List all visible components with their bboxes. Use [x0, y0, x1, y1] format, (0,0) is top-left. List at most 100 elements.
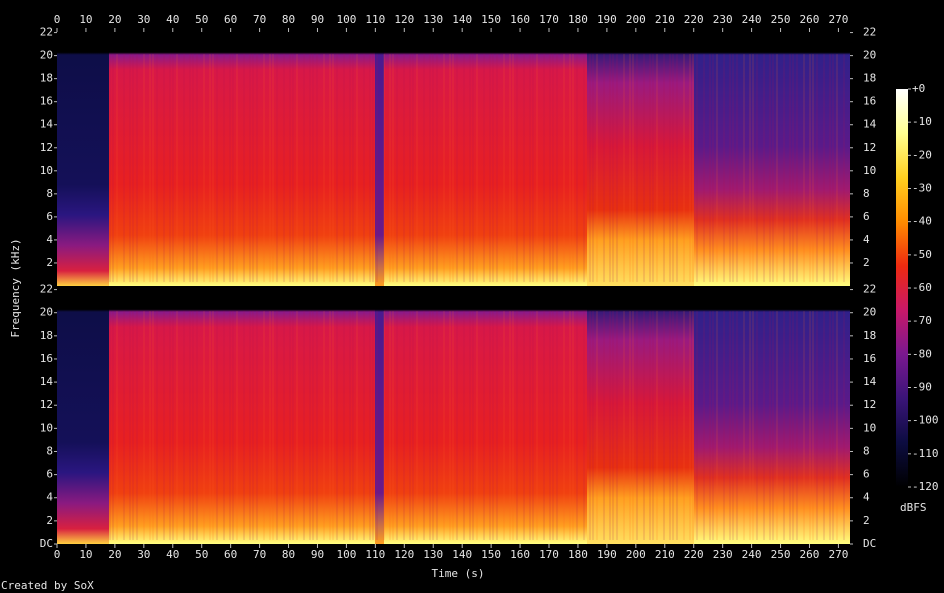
- y-tick-label: 22: [863, 283, 876, 296]
- x-tick-label: 20: [108, 13, 121, 26]
- y-tick-label: 2: [863, 514, 870, 527]
- x-tick-label: 110: [365, 548, 385, 561]
- x-tick-label: 200: [626, 548, 646, 561]
- x-tick-label: 250: [771, 13, 791, 26]
- x-tick-label: 60: [224, 548, 237, 561]
- x-tick-label: 180: [568, 13, 588, 26]
- spectrogram-band: [694, 32, 850, 286]
- x-tick-label: 90: [311, 13, 324, 26]
- y-tick-label: 20: [863, 49, 876, 62]
- spectrogram-band: [375, 32, 384, 286]
- x-tick-label: 120: [394, 13, 414, 26]
- y-tick-label: 16: [863, 352, 876, 365]
- y-tick-label: 10: [40, 164, 53, 177]
- y-tick-label: 6: [863, 468, 870, 481]
- x-tick-label: 50: [195, 13, 208, 26]
- colorbar-tick-label: -20: [912, 148, 932, 161]
- colorbar: [896, 89, 908, 487]
- credit: Created by SoX: [1, 579, 94, 592]
- y-tick-label: 6: [46, 210, 53, 223]
- y-tick-label: 10: [40, 421, 53, 434]
- x-tick-label: 170: [539, 13, 559, 26]
- y-tick-label: 4: [863, 491, 870, 504]
- x-tick-label: 210: [655, 548, 675, 561]
- colorbar-tick-label: -70: [912, 314, 932, 327]
- spectrogram-band: [109, 289, 375, 544]
- colorbar-tick-label: -10: [912, 115, 932, 128]
- y-tick-label: 8: [863, 187, 870, 200]
- colorbar-tick-label: -50: [912, 248, 932, 261]
- x-tick-label: 130: [423, 13, 443, 26]
- x-tick-label: 180: [568, 548, 588, 561]
- x-tick-label: 220: [684, 548, 704, 561]
- x-tick-label: 90: [311, 548, 324, 561]
- colorbar-tick-label: -110: [912, 447, 939, 460]
- x-tick-label: 250: [771, 548, 791, 561]
- y-tick-label: 22: [40, 26, 53, 39]
- x-tick-label: 240: [742, 548, 762, 561]
- x-tick-label: 140: [452, 548, 472, 561]
- colorbar-tick-label: -90: [912, 381, 932, 394]
- colorbar-tick-label: -120: [912, 480, 939, 493]
- x-tick-label: 160: [510, 13, 530, 26]
- x-tick-label: 190: [597, 13, 617, 26]
- spectrogram-band: [384, 289, 587, 544]
- y-tick-label: 16: [40, 352, 53, 365]
- x-tick-label: 150: [481, 13, 501, 26]
- y-tick-label: 16: [863, 95, 876, 108]
- y-tick-label: 18: [863, 329, 876, 342]
- x-tick-label: 10: [79, 13, 92, 26]
- x-tick-label: 60: [224, 13, 237, 26]
- y-tick-label: 8: [46, 187, 53, 200]
- x-tick-label: 50: [195, 548, 208, 561]
- y-tick-label: 14: [863, 375, 877, 388]
- colorbar-tick-label: -40: [912, 215, 932, 228]
- x-tick-label: 260: [800, 548, 820, 561]
- colorbar-label: dBFS: [900, 501, 927, 514]
- spectrogram-band: [587, 32, 694, 286]
- y-tick-label: 2: [46, 514, 53, 527]
- spectrogram-band: [109, 32, 375, 286]
- y-tick-label: 8: [863, 444, 870, 457]
- y-tick-label: 4: [46, 233, 53, 246]
- x-tick-label: 80: [282, 13, 295, 26]
- colorbar-tick-label: -30: [912, 182, 932, 195]
- y-tick-label: 12: [40, 141, 53, 154]
- spectrogram-band: [694, 289, 850, 544]
- colorbar-tick-label: +0: [912, 82, 925, 95]
- y-tick-label: 2: [863, 256, 870, 269]
- colorbar-tick-label: -80: [912, 347, 932, 360]
- x-tick-label: 30: [137, 13, 150, 26]
- x-tick-label: 0: [54, 13, 61, 26]
- y-tick-label: 20: [40, 49, 53, 62]
- x-tick-label: 260: [800, 13, 820, 26]
- y-tick-label: 10: [863, 421, 876, 434]
- x-tick-label: 100: [336, 13, 356, 26]
- x-tick-label: 230: [713, 13, 733, 26]
- spectrogram-band: [57, 289, 109, 544]
- y-tick-label: 14: [863, 118, 877, 131]
- x-tick-label: 270: [828, 548, 848, 561]
- x-tick-label: 70: [253, 13, 266, 26]
- y-tick-label: 20: [40, 306, 53, 319]
- x-tick-label: 20: [108, 548, 121, 561]
- x-tick-label: 120: [394, 548, 414, 561]
- spectrogram-band: [587, 289, 694, 544]
- spectrogram-band: [375, 289, 384, 544]
- colorbar-tick-label: -100: [912, 414, 939, 427]
- x-tick-label: 140: [452, 13, 472, 26]
- y-tick-label: 2: [46, 256, 53, 269]
- x-tick-label: 70: [253, 548, 266, 561]
- y-axis-label: Frequency (kHz): [9, 238, 22, 337]
- y-tick-label: 20: [863, 306, 876, 319]
- x-tick-label: 110: [365, 13, 385, 26]
- x-tick-label: 190: [597, 548, 617, 561]
- x-tick-label: 80: [282, 548, 295, 561]
- y-tick-label: 18: [40, 72, 53, 85]
- y-tick-label: 10: [863, 164, 876, 177]
- colorbar-tick-label: -60: [912, 281, 932, 294]
- x-tick-label: 150: [481, 548, 501, 561]
- y-tick-label: 6: [863, 210, 870, 223]
- y-tick-label: 18: [40, 329, 53, 342]
